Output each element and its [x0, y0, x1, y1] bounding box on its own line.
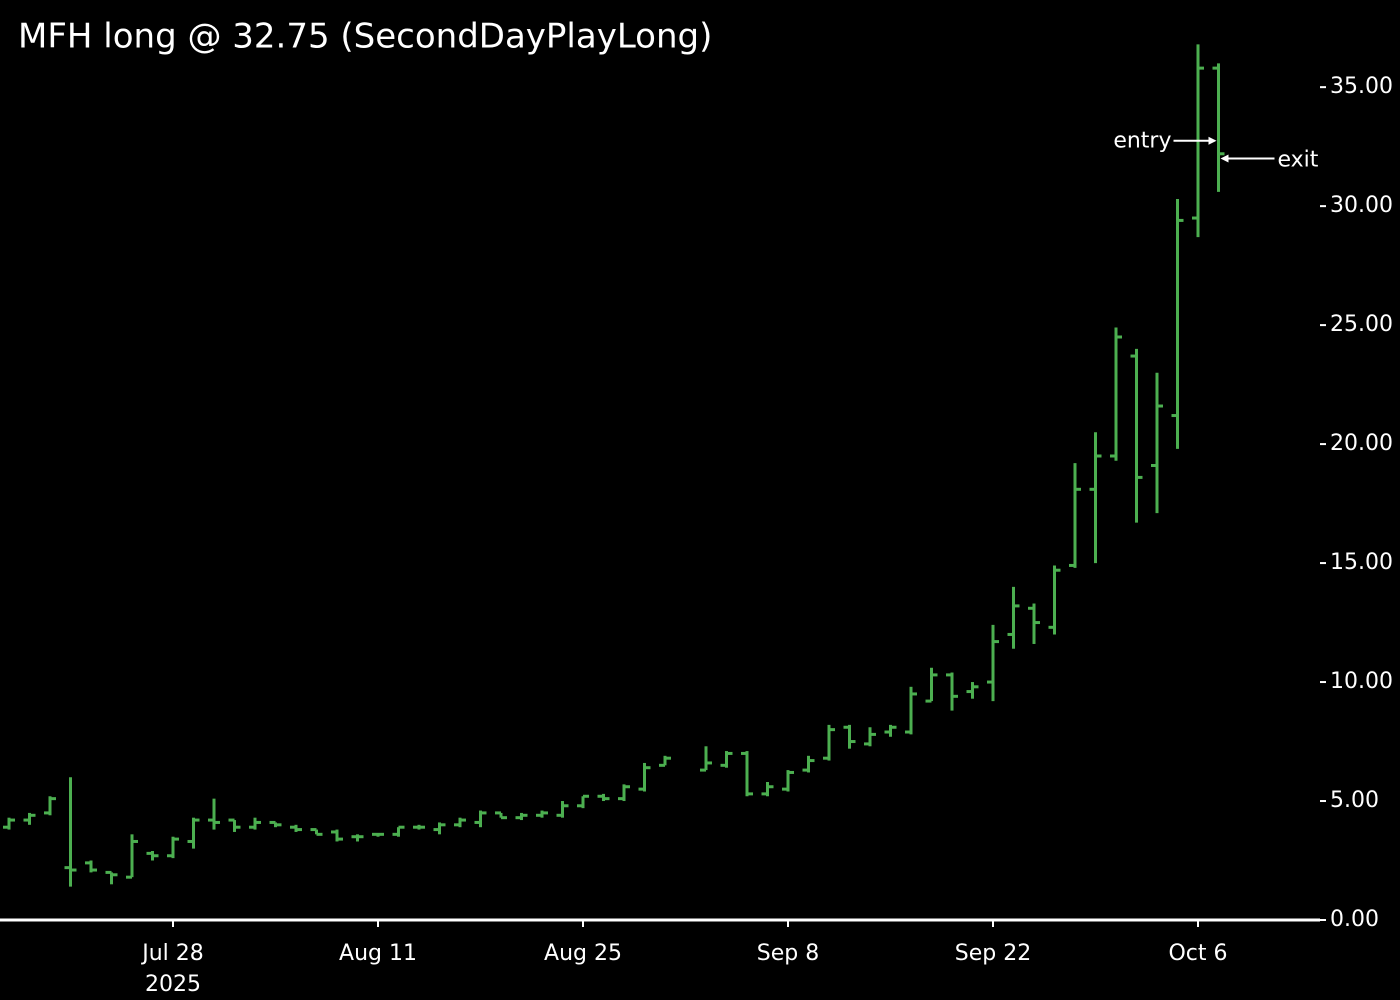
x-tick-label: Sep 8	[757, 941, 819, 966]
x-tick-label: Aug 25	[544, 941, 622, 966]
x-tick-label: Aug 11	[339, 941, 417, 966]
y-tick-label: 20.00	[1330, 431, 1393, 456]
y-tick-label: 5.00	[1330, 788, 1379, 813]
annotation-text: entry	[1113, 129, 1171, 154]
y-tick-label: 10.00	[1330, 669, 1393, 694]
y-tick-label: 35.00	[1330, 74, 1393, 99]
arrow-head	[1208, 136, 1217, 145]
y-tick-label: 15.00	[1330, 550, 1393, 575]
y-tick-label: 0.00	[1330, 907, 1379, 932]
annotation-text: exit	[1278, 148, 1319, 173]
x-tick-label: Sep 22	[955, 941, 1031, 966]
y-tick-label: 25.00	[1330, 312, 1393, 337]
x-tick-label: Jul 28	[140, 941, 204, 966]
chart-title: MFH long @ 32.75 (SecondDayPlayLong)	[18, 17, 712, 57]
y-tick-label: 30.00	[1330, 193, 1393, 218]
arrow-head	[1220, 154, 1229, 163]
x-tick-sublabel: 2025	[145, 972, 201, 997]
x-tick-label: Oct 6	[1168, 941, 1227, 966]
